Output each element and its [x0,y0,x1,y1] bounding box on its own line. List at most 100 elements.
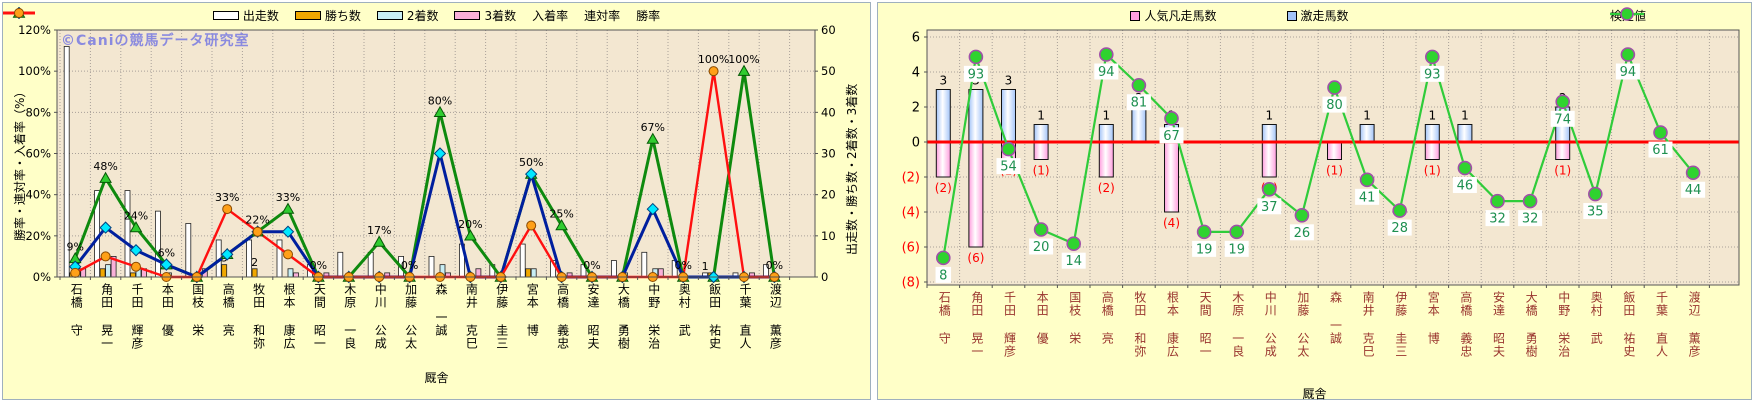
x-label-高橋 義忠: 高橋 義忠 [1458,291,1473,358]
right-x-axis-title: 厩舎 [1302,387,1327,401]
svg-text:0: 0 [912,136,920,151]
legend-item-人気凡走馬数: 人気凡走馬数 [1130,7,1217,24]
x-label-加藤 公太: 加藤 公太 [403,283,418,350]
svg-text:0%: 0% [401,259,418,272]
svg-text:1: 1 [1265,109,1273,123]
x-label-国枝 栄: 国枝 栄 [190,283,205,337]
legend-label: 入着率 [532,9,569,23]
svg-text:20%: 20% [458,218,482,231]
svg-text:0%: 0% [674,259,691,272]
svg-text:17%: 17% [367,224,391,237]
x-label-森 一誠: 森 一誠 [434,283,448,337]
svg-text:100%: 100% [698,53,729,66]
svg-text:(2): (2) [935,181,952,195]
svg-text:0%: 0% [583,259,600,272]
left-chart-legend: 出走数 勝ち数 2着数 3着数 入着率 連対率 勝率 [3,7,870,24]
x-label-加藤 公太: 加藤 公太 [1295,291,1310,358]
x-label-角田 晃一: 角田 晃一 [969,291,984,358]
legend-line-swatch [3,8,35,18]
legend-label: 2着数 [406,9,439,23]
svg-text:41: 41 [1359,190,1376,205]
legend-label: 連対率 [584,9,621,23]
svg-text:8: 8 [939,268,947,283]
x-label-千葉 直人: 千葉 直人 [1654,291,1669,358]
svg-text:1: 1 [1102,109,1110,123]
x-label-渡辺 薫彦: 渡辺 薫彦 [768,283,783,350]
svg-text:93: 93 [1424,67,1441,82]
x-label-千葉 直人: 千葉 直人 [738,283,752,350]
x-label-飯田 祐史: 飯田 祐史 [707,283,722,350]
kentei-line-swatch [1609,7,1644,21]
x-label-天間 昭一: 天間 昭一 [1198,291,1213,358]
svg-text:80%: 80% [25,105,51,119]
right-bars [935,89,1571,248]
legend-item-連対率: 連対率 [3,7,621,24]
svg-text:4: 4 [912,66,920,81]
svg-text:67: 67 [1163,129,1180,144]
svg-text:9%: 9% [66,240,83,253]
x-label-渡辺 薫彦: 渡辺 薫彦 [1687,291,1702,358]
x-label-高橋 亮: 高橋 亮 [221,283,236,337]
svg-text:1: 1 [1037,109,1045,123]
x-label-宮本 博: 宮本 博 [525,283,540,337]
svg-text:(8): (8) [902,276,920,291]
legend-label: 3着数 [484,9,517,23]
x-label-伊藤 圭三: 伊藤 圭三 [1393,291,1408,358]
svg-text:0%: 0% [310,259,327,272]
svg-text:32: 32 [1522,212,1539,227]
svg-text:19: 19 [1228,242,1245,257]
svg-text:1: 1 [1461,109,1469,123]
svg-text:(1): (1) [1554,164,1571,178]
legend-item-入着率: 入着率 [3,7,569,24]
legend-bar-swatch [376,11,403,20]
left-x-axis-title: 厩舎 [424,371,449,385]
x-label-安達 昭夫: 安達 昭夫 [1491,291,1506,358]
x-label-天間 昭一: 天間 昭一 [312,283,327,350]
legend-item-激走馬数: 激走馬数 [1286,7,1349,24]
svg-text:24%: 24% [124,210,148,223]
kentei-line: 8 93 54 20 14 94 81 67 19 19 37 26 80 41 28 93 46 32 32 74 3… [935,47,1706,283]
left-secondary-axis-title: 出走数・勝ち数・2着数・3着数 [845,83,859,255]
right-chart-svg: 333112111112(2)(6)(1)(1)(2)(4)(2)(1)(1)(… [902,29,1740,291]
x-label-高橋 亮: 高橋 亮 [1100,291,1115,345]
legend-item-勝ち数: 勝ち数 [294,7,361,24]
x-label-木原 一良: 木原 一良 [342,283,357,350]
svg-text:1: 1 [702,260,709,273]
right-chart-legend: 人気凡走馬数 激走馬数 [878,7,1751,24]
svg-text:(6): (6) [967,251,984,265]
legend-item-出走数: 出走数 [212,7,279,24]
x-label-牧田 和弥: 牧田 和弥 [251,283,266,350]
svg-text:40%: 40% [25,188,51,202]
x-label-奥村 武: 奥村 武 [1589,291,1604,345]
legend-item-2着数: 2着数 [376,7,439,24]
x-label-森 一誠: 森 一誠 [1328,291,1343,345]
svg-text:80: 80 [1326,98,1343,113]
legend-item-勝率: 勝率 [3,7,661,24]
svg-text:(6): (6) [902,241,920,256]
svg-text:33%: 33% [215,191,239,204]
left-lines: 9%48%24%6%33%0%17%0%80%20%25%0%67%100%0%… [66,53,783,284]
legend-label: 勝率 [636,9,661,23]
legend-square-swatch [1130,10,1141,21]
svg-text:33%: 33% [276,191,300,204]
x-label-伊藤 圭三: 伊藤 圭三 [494,283,509,350]
svg-text:0%: 0% [766,259,783,272]
right-gridlines [926,30,1739,285]
svg-text:3: 3 [939,74,947,88]
svg-text:37: 37 [1261,200,1278,215]
svg-text:(4): (4) [1163,216,1180,230]
svg-text:100%: 100% [18,64,51,78]
svg-text:100%: 100% [728,53,759,66]
svg-text:35: 35 [1587,205,1604,220]
legend-bar-swatch [294,11,321,20]
svg-text:94: 94 [1098,65,1115,80]
x-label-南井 克巳: 南井 克巳 [464,283,479,350]
svg-text:(1): (1) [1033,164,1050,178]
left-axis-title: 勝率・連対率・入着率（%） [13,85,27,241]
svg-text:61: 61 [1652,143,1669,158]
svg-text:0: 0 [821,270,828,284]
svg-text:22%: 22% [245,214,269,227]
